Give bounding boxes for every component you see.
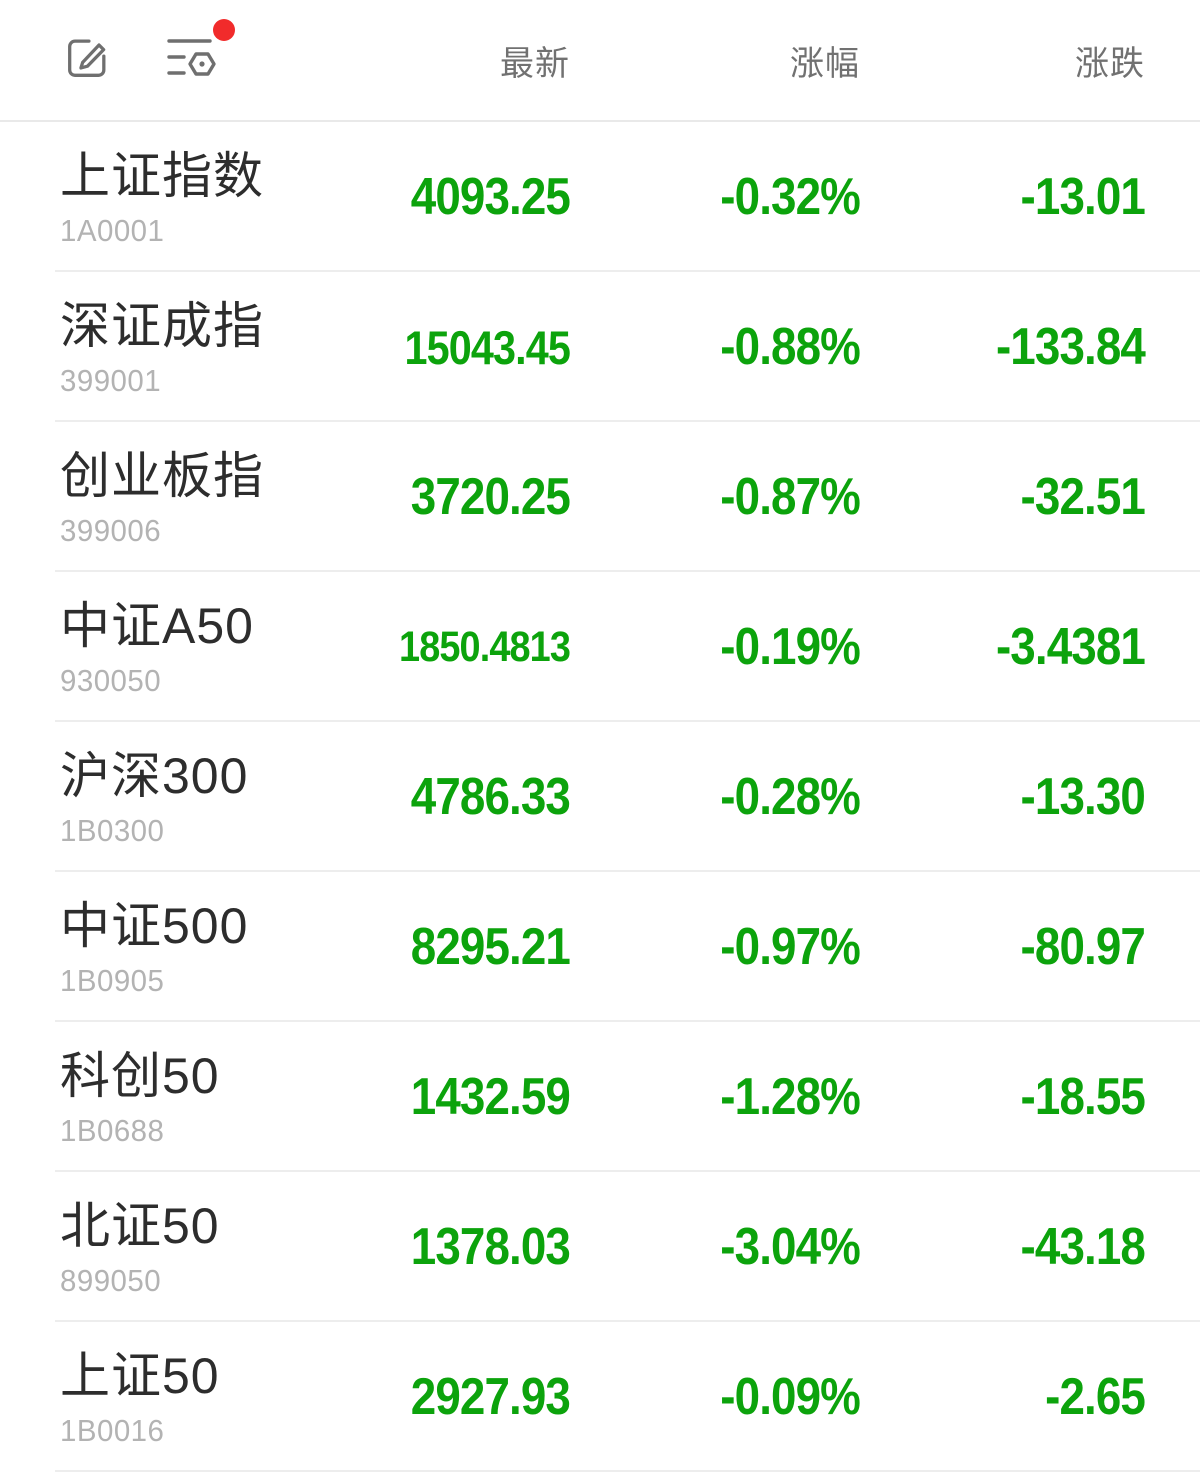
index-name: 上证指数 bbox=[60, 147, 264, 204]
index-latest-value: 1850.4813 bbox=[399, 622, 571, 671]
index-name: 沪深300 bbox=[60, 747, 249, 804]
index-row[interactable]: 上证指数 1A0001 4093.25 -0.32% -13.01 bbox=[0, 122, 1200, 272]
index-change-amt: -2.65 bbox=[1045, 1368, 1146, 1426]
index-latest-value: 2927.93 bbox=[410, 1368, 571, 1426]
index-change-pct: -0.09% bbox=[720, 1368, 861, 1426]
column-header-change-pct[interactable]: 涨幅 bbox=[790, 44, 860, 83]
index-change-pct: -0.97% bbox=[720, 918, 861, 976]
index-name-cell: 中证A50 930050 bbox=[60, 596, 315, 699]
edit-compose-icon bbox=[62, 33, 112, 88]
index-row[interactable]: 科创50 1B0688 1432.59 -1.28% -18.55 bbox=[0, 1022, 1200, 1172]
index-name-cell: 上证指数 1A0001 bbox=[60, 146, 315, 249]
index-name: 科创50 bbox=[60, 1047, 220, 1104]
index-row[interactable]: 中证500 1B0905 8295.21 -0.97% -80.97 bbox=[0, 872, 1200, 1022]
index-row[interactable]: 创业板指 399006 3720.25 -0.87% -32.51 bbox=[0, 422, 1200, 572]
manage-list-button[interactable] bbox=[165, 19, 235, 89]
index-change-amt: -43.18 bbox=[1020, 1218, 1146, 1276]
index-latest-value: 1378.03 bbox=[410, 1218, 571, 1276]
index-name: 深证成指 bbox=[60, 297, 264, 354]
index-change-amt: -3.4381 bbox=[995, 618, 1146, 676]
column-header-latest[interactable]: 最新 bbox=[500, 44, 570, 83]
column-header-change-amt[interactable]: 涨跌 bbox=[1075, 44, 1145, 83]
index-code: 399001 bbox=[60, 362, 162, 398]
index-change-pct: -0.88% bbox=[720, 318, 861, 376]
index-code: 1B0688 bbox=[60, 1112, 165, 1148]
toolbar-icons bbox=[60, 19, 315, 89]
index-change-amt: -18.55 bbox=[1020, 1068, 1146, 1126]
notification-dot bbox=[213, 19, 235, 41]
index-change-amt: -133.84 bbox=[995, 318, 1146, 376]
index-code: 1B0300 bbox=[60, 812, 165, 848]
index-row[interactable]: 深证成指 399001 15043.45 -0.88% -133.84 bbox=[0, 272, 1200, 422]
index-name-cell: 创业板指 399006 bbox=[60, 446, 315, 549]
index-change-pct: -3.04% bbox=[720, 1218, 861, 1276]
index-change-amt: -13.01 bbox=[1020, 168, 1146, 226]
index-change-amt: -32.51 bbox=[1020, 468, 1146, 526]
index-name: 创业板指 bbox=[60, 447, 264, 504]
index-row[interactable]: 上证50 1B0016 2927.93 -0.09% -2.65 bbox=[0, 1322, 1200, 1472]
index-change-pct: -0.19% bbox=[720, 618, 861, 676]
index-latest-value: 1432.59 bbox=[410, 1068, 571, 1126]
index-name-cell: 沪深300 1B0300 bbox=[60, 746, 315, 849]
index-code: 399006 bbox=[60, 512, 162, 548]
index-name-cell: 深证成指 399001 bbox=[60, 296, 315, 399]
watchlist-toolbar: 最新 涨幅 涨跌 bbox=[0, 0, 1200, 122]
index-row[interactable]: 北证50 899050 1378.03 -3.04% -43.18 bbox=[0, 1172, 1200, 1322]
index-code: 1B0905 bbox=[60, 962, 165, 998]
index-name-cell: 北证50 899050 bbox=[60, 1196, 315, 1299]
index-change-amt: -13.30 bbox=[1020, 768, 1146, 826]
index-change-pct: -0.28% bbox=[720, 768, 861, 826]
edit-watchlist-button[interactable] bbox=[60, 33, 114, 87]
index-code: 930050 bbox=[60, 662, 162, 698]
index-name-cell: 上证50 1B0016 bbox=[60, 1346, 315, 1449]
index-list: 上证指数 1A0001 4093.25 -0.32% -13.01 深证成指 3… bbox=[0, 122, 1200, 1472]
list-settings-icon bbox=[165, 32, 221, 89]
index-change-pct: -1.28% bbox=[720, 1068, 861, 1126]
index-row[interactable]: 沪深300 1B0300 4786.33 -0.28% -13.30 bbox=[0, 722, 1200, 872]
index-name: 上证50 bbox=[60, 1347, 220, 1404]
index-change-pct: -0.32% bbox=[720, 168, 861, 226]
index-name-cell: 中证500 1B0905 bbox=[60, 896, 315, 999]
index-change-amt: -80.97 bbox=[1020, 918, 1146, 976]
index-latest-value: 4093.25 bbox=[410, 168, 571, 226]
index-code: 1A0001 bbox=[60, 212, 165, 248]
index-latest-value: 3720.25 bbox=[410, 468, 571, 526]
index-latest-value: 15043.45 bbox=[404, 320, 571, 374]
index-latest-value: 8295.21 bbox=[410, 918, 571, 976]
index-name: 中证500 bbox=[60, 897, 249, 954]
index-name: 北证50 bbox=[60, 1197, 220, 1254]
index-code: 899050 bbox=[60, 1262, 162, 1298]
index-latest-value: 4786.33 bbox=[410, 768, 571, 826]
index-code: 1B0016 bbox=[60, 1412, 165, 1448]
index-change-pct: -0.87% bbox=[720, 468, 861, 526]
index-row[interactable]: 中证A50 930050 1850.4813 -0.19% -3.4381 bbox=[0, 572, 1200, 722]
index-name-cell: 科创50 1B0688 bbox=[60, 1046, 315, 1149]
index-name: 中证A50 bbox=[60, 597, 254, 654]
